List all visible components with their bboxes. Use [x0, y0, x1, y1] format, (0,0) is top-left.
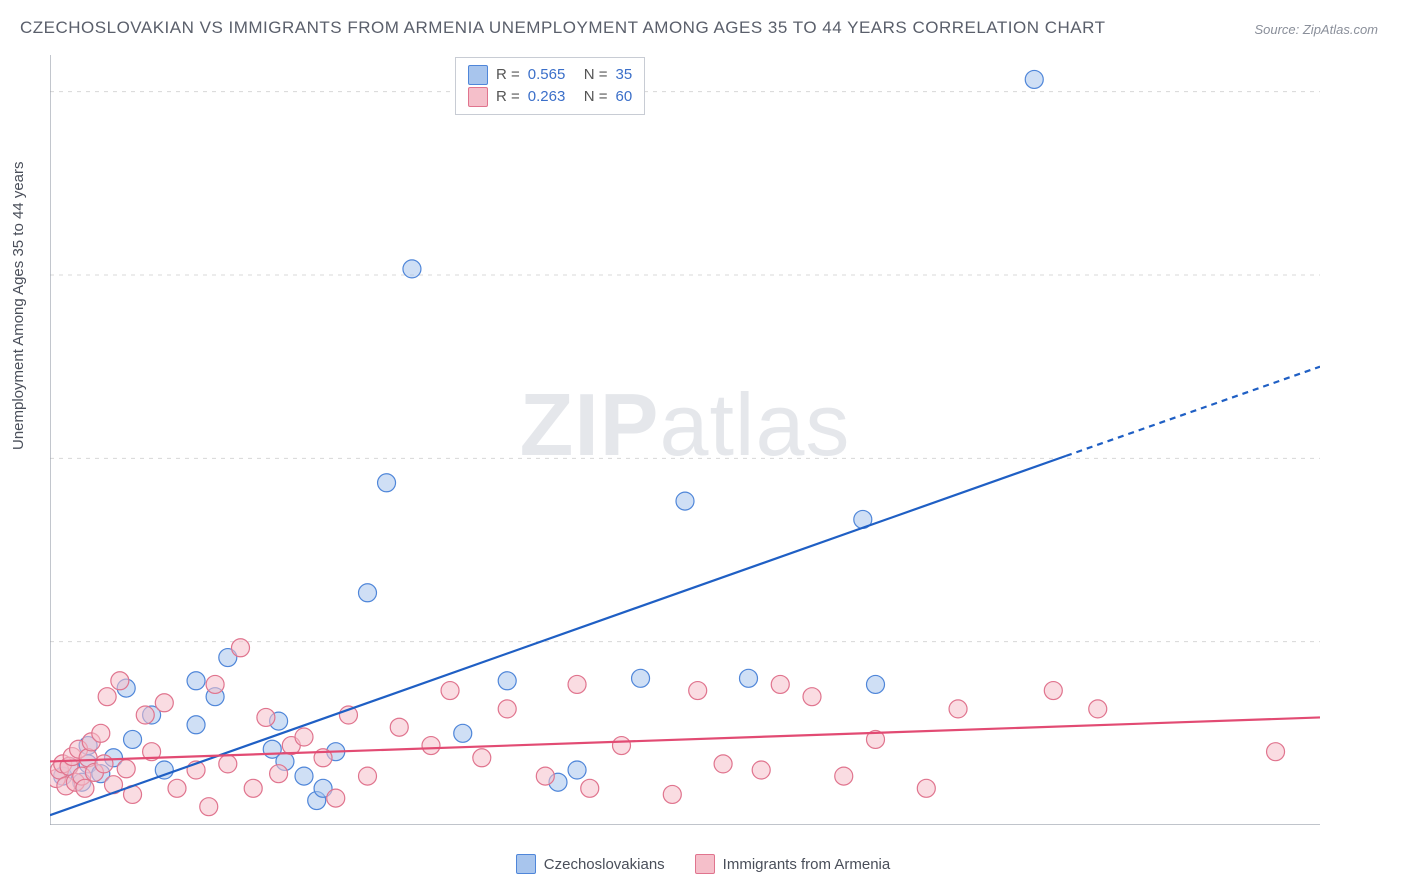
n-value-1: 60 — [616, 86, 633, 108]
legend-stats-row-1: R = 0.263 N = 60 — [468, 86, 632, 108]
source-attribution: Source: ZipAtlas.com — [1254, 22, 1378, 37]
r-value-1: 0.263 — [528, 86, 576, 108]
chart-container: CZECHOSLOVAKIAN VS IMMIGRANTS FROM ARMEN… — [0, 0, 1406, 892]
legend-series-label-1: Immigrants from Armenia — [723, 856, 891, 873]
r-value-0: 0.565 — [528, 64, 576, 86]
r-label-0: R = — [496, 64, 520, 86]
legend-item-0: Czechoslovakians — [516, 854, 665, 874]
legend-item-1: Immigrants from Armenia — [695, 854, 891, 874]
n-value-0: 35 — [616, 64, 633, 86]
legend-swatch-0 — [468, 65, 488, 85]
y-axis-label: Unemployment Among Ages 35 to 44 years — [10, 161, 27, 450]
scatter-plot-svg: 15.0%30.0%45.0%60.0%0.0%20.0% — [50, 55, 1320, 825]
legend-stats-row-0: R = 0.565 N = 35 — [468, 64, 632, 86]
legend-stats-box: R = 0.565 N = 35 R = 0.263 N = 60 — [455, 57, 645, 115]
plot-area: ZIPatlas 15.0%30.0%45.0%60.0%0.0%20.0% — [50, 55, 1320, 825]
legend-series: Czechoslovakians Immigrants from Armenia — [0, 854, 1406, 874]
legend-series-swatch-1 — [695, 854, 715, 874]
legend-series-swatch-0 — [516, 854, 536, 874]
legend-series-label-0: Czechoslovakians — [544, 856, 665, 873]
legend-swatch-1 — [468, 87, 488, 107]
n-label-1: N = — [584, 86, 608, 108]
n-label-0: N = — [584, 64, 608, 86]
r-label-1: R = — [496, 86, 520, 108]
chart-title: CZECHOSLOVAKIAN VS IMMIGRANTS FROM ARMEN… — [20, 18, 1105, 38]
